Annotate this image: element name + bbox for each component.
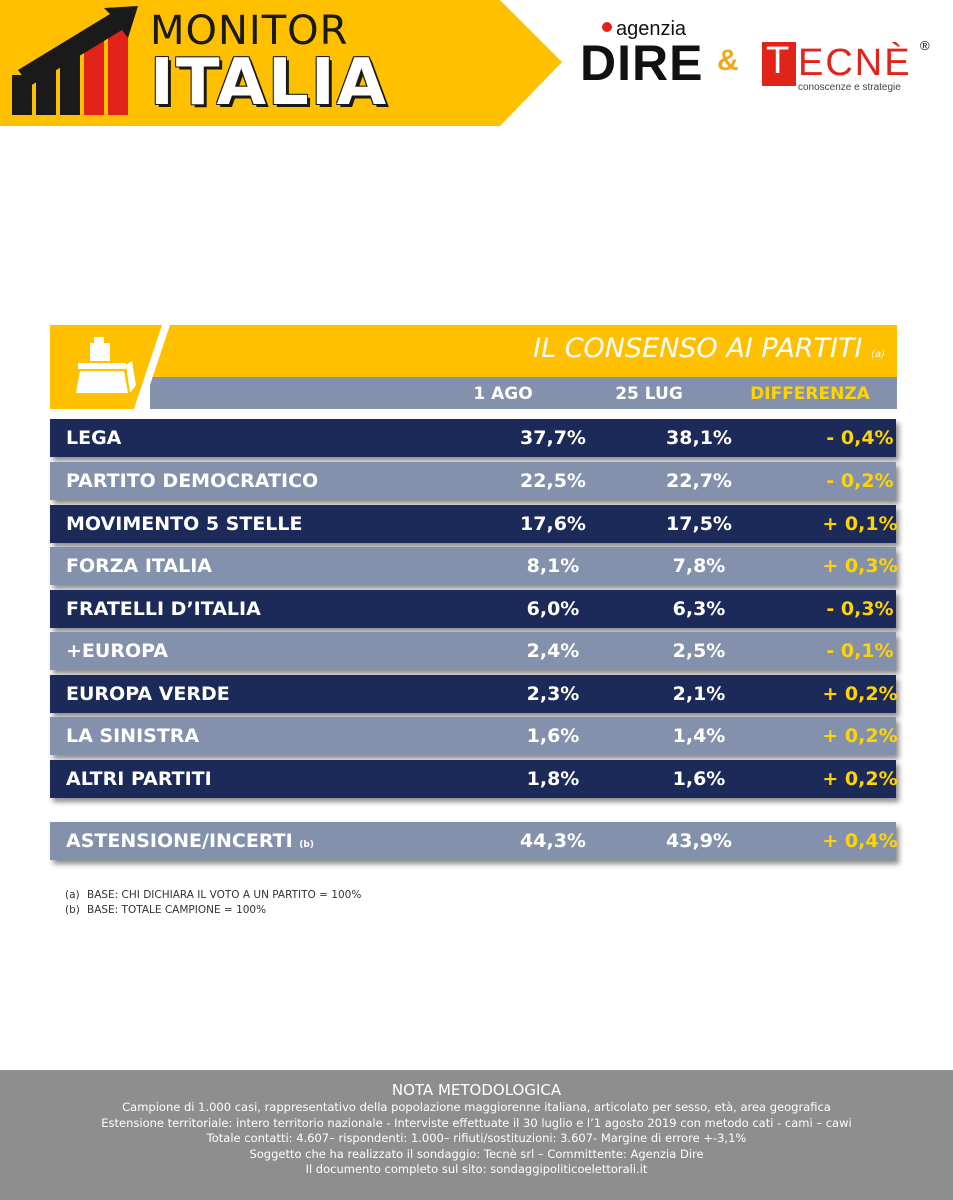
table-row: ALTRI PARTITI 1,8% 1,6% + 0,2% — [50, 760, 898, 798]
table-title: IL CONSENSO AI PARTITI (a) — [533, 333, 885, 364]
party-name: LEGA — [66, 427, 122, 449]
tecne-wordmark: ECNÈ — [798, 42, 912, 84]
dire-agenzia-text: agenzia — [616, 18, 687, 40]
dire-dot — [602, 22, 612, 32]
value-1-ago: 1,6% — [526, 725, 580, 747]
table-header — [50, 325, 897, 409]
brand-title-italia: ITALIA — [150, 46, 389, 120]
value-1-ago: 37,7% — [520, 427, 586, 449]
value-25-lug: 1,4% — [672, 725, 726, 747]
value-25-lug: 43,9% — [666, 830, 732, 852]
abstention-row: ASTENSIONE/INCERTI (b) 44,3% 43,9% + 0,4… — [50, 822, 898, 860]
party-name: +EUROPA — [66, 640, 168, 662]
abstention-note: (b) — [299, 840, 314, 850]
table-title-note: (a) — [871, 349, 885, 360]
value-1-ago: 6,0% — [526, 598, 580, 620]
value-differenza: - 0,1% — [826, 640, 894, 662]
party-name: LA SINISTRA — [66, 725, 200, 747]
value-25-lug: 6,3% — [672, 598, 726, 620]
abstention-label-text: ASTENSIONE/INCERTI — [66, 830, 293, 852]
table-row: MOVIMENTO 5 STELLE 17,6% 17,5% + 0,1% — [50, 505, 898, 543]
tecne-t-box — [762, 42, 796, 86]
value-differenza: + 0,1% — [822, 513, 898, 535]
value-differenza: + 0,3% — [822, 555, 898, 577]
value-1-ago: 17,6% — [520, 513, 586, 535]
value-differenza: + 0,4% — [822, 830, 898, 852]
registered-mark: ® — [920, 38, 930, 53]
tecne-logo: T ECNÈ ® conoscenze e strategie — [762, 38, 942, 98]
tecne-initial: T — [766, 40, 790, 82]
table-title-text: IL CONSENSO AI PARTITI — [533, 333, 863, 364]
value-25-lug: 17,5% — [666, 513, 732, 535]
party-name: ALTRI PARTITI — [66, 768, 212, 790]
value-25-lug: 38,1% — [666, 427, 732, 449]
value-25-lug: 1,6% — [672, 768, 726, 790]
column-header-25-lug: 25 LUG — [615, 384, 683, 404]
footnote-key: (b) — [65, 904, 80, 916]
value-1-ago: 2,3% — [526, 683, 580, 705]
value-1-ago: 2,4% — [526, 640, 580, 662]
party-name: EUROPA VERDE — [66, 683, 230, 705]
methodology-line: Estensione territoriale: intero territor… — [101, 1115, 852, 1130]
header-banner — [0, 0, 562, 126]
table-row: FORZA ITALIA 8,1% 7,8% + 0,3% — [50, 547, 898, 585]
footnote-text: BASE: CHI DICHIARA IL VOTO A UN PARTITO … — [87, 889, 362, 901]
abstention-label: ASTENSIONE/INCERTI (b) — [66, 822, 314, 864]
value-differenza: + 0,2% — [822, 768, 898, 790]
column-header-1-ago: 1 AGO — [473, 384, 533, 404]
table-row: FRATELLI D’ITALIA 6,0% 6,3% - 0,3% — [50, 590, 896, 628]
table-row: PARTITO DEMOCRATICO 22,5% 22,7% - 0,2% — [50, 462, 896, 500]
table-row: +EUROPA 2,4% 2,5% - 0,1% — [50, 632, 896, 670]
methodology-title: NOTA METODOLOGICA — [391, 1081, 562, 1099]
value-differenza: + 0,2% — [822, 725, 898, 747]
value-25-lug: 22,7% — [666, 470, 732, 492]
value-differenza: + 0,2% — [822, 683, 898, 705]
value-25-lug: 2,1% — [672, 683, 726, 705]
dire-logo: agenzia DIRE — [580, 18, 705, 91]
value-1-ago: 8,1% — [526, 555, 580, 577]
value-differenza: - 0,2% — [826, 470, 894, 492]
methodology-note: NOTA METODOLOGICA Campione di 1.000 casi… — [0, 1070, 953, 1200]
footnote-key: (a) — [65, 889, 80, 901]
methodology-line: Campione di 1.000 casi, rappresentativo … — [122, 1100, 831, 1114]
methodology-line: Soggetto che ha realizzato il sondaggio:… — [249, 1146, 704, 1161]
value-1-ago: 44,3% — [520, 830, 586, 852]
dire-wordmark: DIRE — [580, 35, 704, 91]
party-name: FORZA ITALIA — [66, 555, 212, 577]
brand-title-monitor: MONITOR — [150, 8, 349, 54]
value-25-lug: 7,8% — [672, 555, 726, 577]
ampersand: & — [717, 44, 739, 77]
value-differenza: - 0,4% — [826, 427, 894, 449]
tecne-tagline: conoscenze e strategie — [798, 82, 901, 93]
party-name: PARTITO DEMOCRATICO — [66, 470, 319, 492]
party-name: FRATELLI D’ITALIA — [66, 598, 261, 620]
value-1-ago: 22,5% — [520, 470, 586, 492]
column-header-differenza: DIFFERENZA — [750, 384, 870, 404]
rising-bars-arrow-icon — [12, 6, 138, 115]
table-row: LEGA 37,7% 38,1% - 0,4% — [50, 419, 896, 457]
party-name: MOVIMENTO 5 STELLE — [66, 513, 303, 535]
methodology-line: Totale contatti: 4.607– rispondenti: 1.0… — [206, 1131, 747, 1145]
footnote-b: (b) BASE: TOTALE CAMPIONE = 100% — [65, 904, 266, 916]
table-row: EUROPA VERDE 2,3% 2,1% + 0,2% — [50, 675, 898, 713]
value-1-ago: 1,8% — [526, 768, 580, 790]
value-25-lug: 2,5% — [672, 640, 726, 662]
table-row: LA SINISTRA 1,6% 1,4% + 0,2% — [50, 717, 898, 755]
value-differenza: - 0,3% — [826, 598, 894, 620]
footnote-text: BASE: TOTALE CAMPIONE = 100% — [87, 904, 267, 916]
methodology-line: Il documento completo sul sito: sondaggi… — [305, 1162, 648, 1176]
ballot-box-icon — [76, 337, 136, 393]
footnote-a: (a) BASE: CHI DICHIARA IL VOTO A UN PARTI… — [65, 889, 361, 901]
